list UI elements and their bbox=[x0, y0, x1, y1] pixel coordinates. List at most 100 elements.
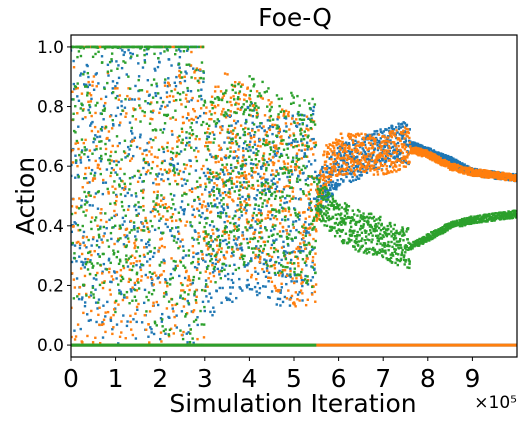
data-point bbox=[74, 154, 77, 157]
data-point bbox=[402, 121, 405, 124]
data-point bbox=[306, 148, 309, 151]
data-point bbox=[239, 108, 242, 111]
data-point bbox=[194, 169, 198, 172]
data-point bbox=[339, 167, 343, 171]
data-point bbox=[301, 211, 305, 214]
data-point bbox=[414, 144, 418, 147]
data-point bbox=[444, 160, 447, 164]
data-point bbox=[340, 177, 343, 181]
data-point bbox=[91, 179, 95, 182]
data-point bbox=[83, 244, 86, 247]
data-point bbox=[80, 204, 83, 208]
data-point bbox=[346, 134, 350, 137]
data-point bbox=[160, 199, 163, 202]
data-point bbox=[71, 90, 74, 93]
data-point bbox=[263, 240, 267, 244]
data-point bbox=[129, 320, 132, 324]
data-point bbox=[178, 73, 181, 77]
data-point bbox=[280, 206, 284, 209]
data-point bbox=[137, 97, 140, 100]
data-point bbox=[245, 177, 248, 180]
data-point bbox=[503, 172, 506, 176]
data-point bbox=[133, 241, 136, 245]
data-point bbox=[315, 219, 318, 222]
data-point bbox=[107, 192, 110, 195]
data-point bbox=[185, 131, 188, 134]
data-point bbox=[306, 208, 310, 211]
data-point bbox=[89, 100, 93, 103]
data-point bbox=[130, 129, 133, 133]
data-point bbox=[112, 313, 115, 317]
data-point bbox=[186, 278, 190, 282]
data-point bbox=[279, 291, 282, 294]
data-point bbox=[143, 53, 146, 57]
data-point bbox=[73, 244, 77, 247]
data-point bbox=[90, 309, 93, 313]
data-point bbox=[172, 332, 175, 335]
data-point bbox=[234, 122, 238, 125]
data-point bbox=[272, 216, 276, 220]
data-point bbox=[339, 158, 343, 162]
data-point bbox=[122, 264, 125, 268]
data-point bbox=[308, 197, 312, 201]
data-point bbox=[262, 262, 265, 266]
data-point bbox=[280, 286, 284, 289]
data-point bbox=[303, 247, 307, 251]
data-point bbox=[206, 171, 210, 174]
data-point bbox=[124, 185, 127, 188]
data-point bbox=[384, 136, 387, 139]
data-point bbox=[146, 102, 150, 105]
data-point bbox=[98, 283, 102, 287]
data-point bbox=[110, 167, 114, 170]
data-point bbox=[201, 258, 205, 262]
data-point bbox=[149, 117, 152, 120]
data-point bbox=[459, 171, 462, 174]
data-point bbox=[91, 45, 94, 49]
data-point bbox=[282, 160, 286, 163]
data-point bbox=[92, 296, 96, 299]
data-point bbox=[300, 149, 303, 152]
data-point bbox=[283, 111, 286, 114]
data-point bbox=[105, 45, 109, 49]
data-point bbox=[73, 338, 77, 341]
data-point bbox=[461, 163, 465, 167]
data-point bbox=[123, 293, 126, 297]
data-point bbox=[237, 102, 240, 106]
data-point bbox=[134, 299, 138, 302]
data-point bbox=[357, 177, 361, 180]
data-point bbox=[422, 153, 426, 156]
data-point bbox=[133, 283, 137, 286]
data-point bbox=[339, 148, 342, 151]
data-point bbox=[392, 151, 396, 154]
data-point bbox=[167, 343, 170, 347]
data-point bbox=[284, 109, 288, 113]
data-point bbox=[358, 143, 361, 147]
data-point bbox=[258, 257, 262, 261]
data-point bbox=[400, 122, 404, 126]
data-point bbox=[166, 149, 170, 153]
data-point bbox=[83, 153, 86, 156]
data-point bbox=[401, 132, 404, 135]
data-point bbox=[136, 180, 140, 183]
data-point bbox=[88, 272, 92, 276]
data-point bbox=[142, 229, 146, 232]
data-point bbox=[337, 152, 341, 156]
data-point bbox=[258, 260, 261, 264]
data-point bbox=[127, 257, 131, 260]
data-point bbox=[336, 146, 340, 150]
data-point bbox=[396, 131, 399, 134]
data-point bbox=[353, 173, 357, 177]
data-point bbox=[227, 277, 230, 281]
data-point bbox=[190, 117, 193, 121]
data-point bbox=[340, 132, 343, 135]
data-point bbox=[118, 185, 121, 188]
plot-area bbox=[71, 45, 517, 347]
data-point bbox=[278, 230, 282, 233]
data-point bbox=[330, 158, 333, 161]
data-point bbox=[90, 216, 94, 219]
data-point bbox=[160, 273, 163, 276]
data-point bbox=[152, 200, 155, 203]
data-point bbox=[473, 172, 476, 176]
data-point bbox=[177, 62, 181, 66]
data-point bbox=[218, 258, 222, 261]
